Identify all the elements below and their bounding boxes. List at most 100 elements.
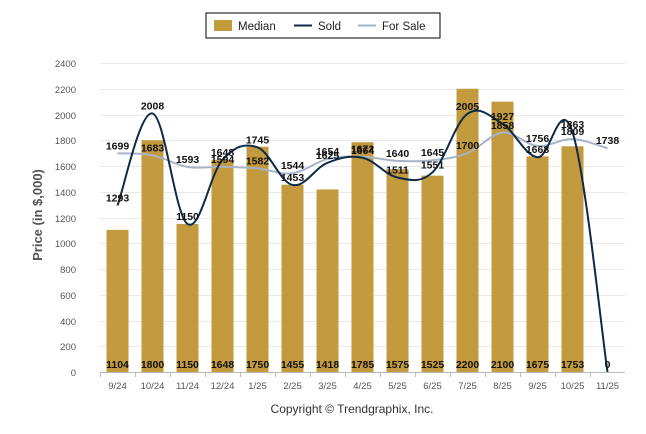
- x-tick-label: 1/25: [248, 381, 267, 392]
- series-lines: [116, 109, 609, 373]
- sold-value-label: 2008: [141, 100, 165, 112]
- x-axis: 9/24 10/24 11/24 12/24 1/25 2/25 3/25 4/25 5/25 6…: [100, 372, 625, 392]
- sold-value-label: 1293: [106, 193, 130, 205]
- x-tick-label: 2/25: [283, 381, 302, 392]
- sold-value-label: 1551: [421, 159, 445, 171]
- median-bars: [106, 88, 584, 372]
- x-tick-label: 7/25: [458, 381, 477, 392]
- median-bar-1/25: [246, 146, 269, 372]
- median-value-label: 2200: [456, 359, 480, 371]
- median-bar-5/25: [386, 169, 409, 372]
- median-bar-3/25: [316, 189, 339, 372]
- x-tick-label: 8/25: [493, 381, 512, 392]
- sold-value-label: 1664: [351, 145, 375, 157]
- x-tick-label: 9/25: [528, 381, 547, 392]
- for-sale-line: [117, 131, 608, 175]
- median-bar-4/25: [351, 142, 374, 372]
- median-value-label: 1648: [211, 359, 235, 371]
- legend: Median Sold For Sale: [205, 12, 441, 39]
- median-bar-10/25: [561, 146, 584, 372]
- legend-sold-label: Sold: [318, 21, 341, 33]
- y-tick-label: 1400: [55, 188, 76, 199]
- x-tick-label: 3/25: [318, 381, 337, 392]
- sold-value-label: 1511: [386, 164, 409, 176]
- sold-value-label: 1927: [491, 111, 515, 123]
- for-sale-value-label: 1699: [106, 140, 130, 152]
- legend-median-label: Median: [238, 21, 276, 33]
- median-bar-9/25: [526, 156, 549, 372]
- median-bar-10/24: [141, 140, 164, 372]
- median-value-label: 2100: [491, 359, 515, 371]
- median-value-label: 1575: [386, 359, 410, 371]
- legend-median-swatch: [214, 20, 232, 31]
- y-tick-label: 1800: [55, 136, 76, 147]
- for-sale-value-label: 1645: [421, 147, 445, 159]
- for-sale-value-label: 1738: [596, 135, 620, 147]
- for-sale-value-label: 1654: [316, 146, 340, 158]
- sold-line: [116, 109, 609, 373]
- x-tick-label: 11/24: [176, 381, 199, 392]
- for-sale-value-label: 1594: [211, 154, 235, 166]
- median-value-label: 1785: [351, 359, 375, 371]
- median-value-label: 1418: [316, 359, 340, 371]
- sold-value-label: 1625: [316, 150, 340, 162]
- for-sale-value-label: 1858: [491, 120, 515, 132]
- x-tick-label: 11/25: [596, 381, 619, 392]
- x-tick-label: 10/25: [561, 381, 585, 392]
- sold-value-label: 1648: [211, 147, 235, 159]
- median-value-label: 1675: [526, 359, 550, 371]
- for-sale-value-label: 1809: [561, 126, 585, 138]
- legend-box: [205, 12, 441, 39]
- y-tick-label: 1600: [55, 162, 76, 173]
- y-axis: 0 200 400 600 800 1000 1200 1400 1600 1800 2000 220…: [55, 59, 76, 379]
- for-sale-value-label: 1672: [351, 144, 375, 156]
- for-sale-value-label: 1544: [281, 160, 305, 172]
- sold-value-label: 1745: [246, 134, 270, 146]
- sold-value-label: 2005: [456, 101, 480, 113]
- x-tick-label: 9/24: [108, 381, 127, 392]
- median-value-label: 1753: [561, 359, 585, 371]
- y-tick-label: 1000: [55, 239, 76, 250]
- median-bar-12/24: [211, 159, 234, 372]
- y-tick-label: 200: [60, 342, 76, 353]
- copyright-credit: Copyright © Trendgraphix, Inc.: [271, 402, 434, 416]
- for-sale-value-label: 1683: [141, 142, 165, 154]
- y-tick-label: 2000: [55, 111, 76, 122]
- for-sale-value-label: 1700: [456, 140, 480, 152]
- for-sale-value-label: 1593: [176, 154, 200, 166]
- y-tick-label: 800: [60, 265, 76, 276]
- y-tick-label: 2200: [55, 85, 76, 96]
- data-labels: 1104 1800 1150 1648 1750 1455 1418 1785 1575 1525…: [106, 100, 620, 371]
- median-value-label: 0: [605, 359, 611, 371]
- median-value-label: 1150: [176, 359, 199, 371]
- median-bar-6/25: [421, 175, 444, 372]
- for-sale-value-label: 1640: [386, 148, 410, 160]
- median-value-label: 1525: [421, 359, 445, 371]
- y-tick-label: 600: [60, 291, 76, 302]
- x-tick-label: 10/24: [141, 381, 165, 392]
- median-value-label: 1455: [281, 359, 305, 371]
- sold-value-label: 1150: [176, 211, 199, 223]
- x-tick-label: 5/25: [388, 381, 407, 392]
- median-value-label: 1800: [141, 359, 165, 371]
- y-tick-label: 400: [60, 317, 76, 328]
- sold-value-label: 1863: [561, 119, 585, 131]
- median-bar-8/25: [491, 101, 514, 372]
- legend-forsale-label: For Sale: [382, 21, 425, 33]
- for-sale-value-label: 1582: [246, 155, 270, 167]
- median-value-label: 1750: [246, 359, 270, 371]
- x-tick-label: 6/25: [423, 381, 442, 392]
- sold-value-label: 1668: [526, 144, 550, 156]
- sold-value-label: 1453: [281, 172, 305, 184]
- median-bar-11/24: [176, 223, 199, 372]
- median-bar-9/24: [106, 229, 129, 372]
- median-value-label: 1104: [106, 359, 129, 371]
- median-bar-7/25: [456, 88, 479, 372]
- median-bar-2/25: [281, 184, 304, 372]
- y-axis-title: Price (in $,000): [30, 169, 45, 261]
- for-sale-value-label: 1756: [526, 133, 550, 145]
- y-tick-label: 0: [71, 368, 76, 379]
- x-tick-label: 12/24: [211, 381, 235, 392]
- y-tick-label: 2400: [55, 59, 76, 70]
- y-tick-label: 1200: [55, 214, 76, 225]
